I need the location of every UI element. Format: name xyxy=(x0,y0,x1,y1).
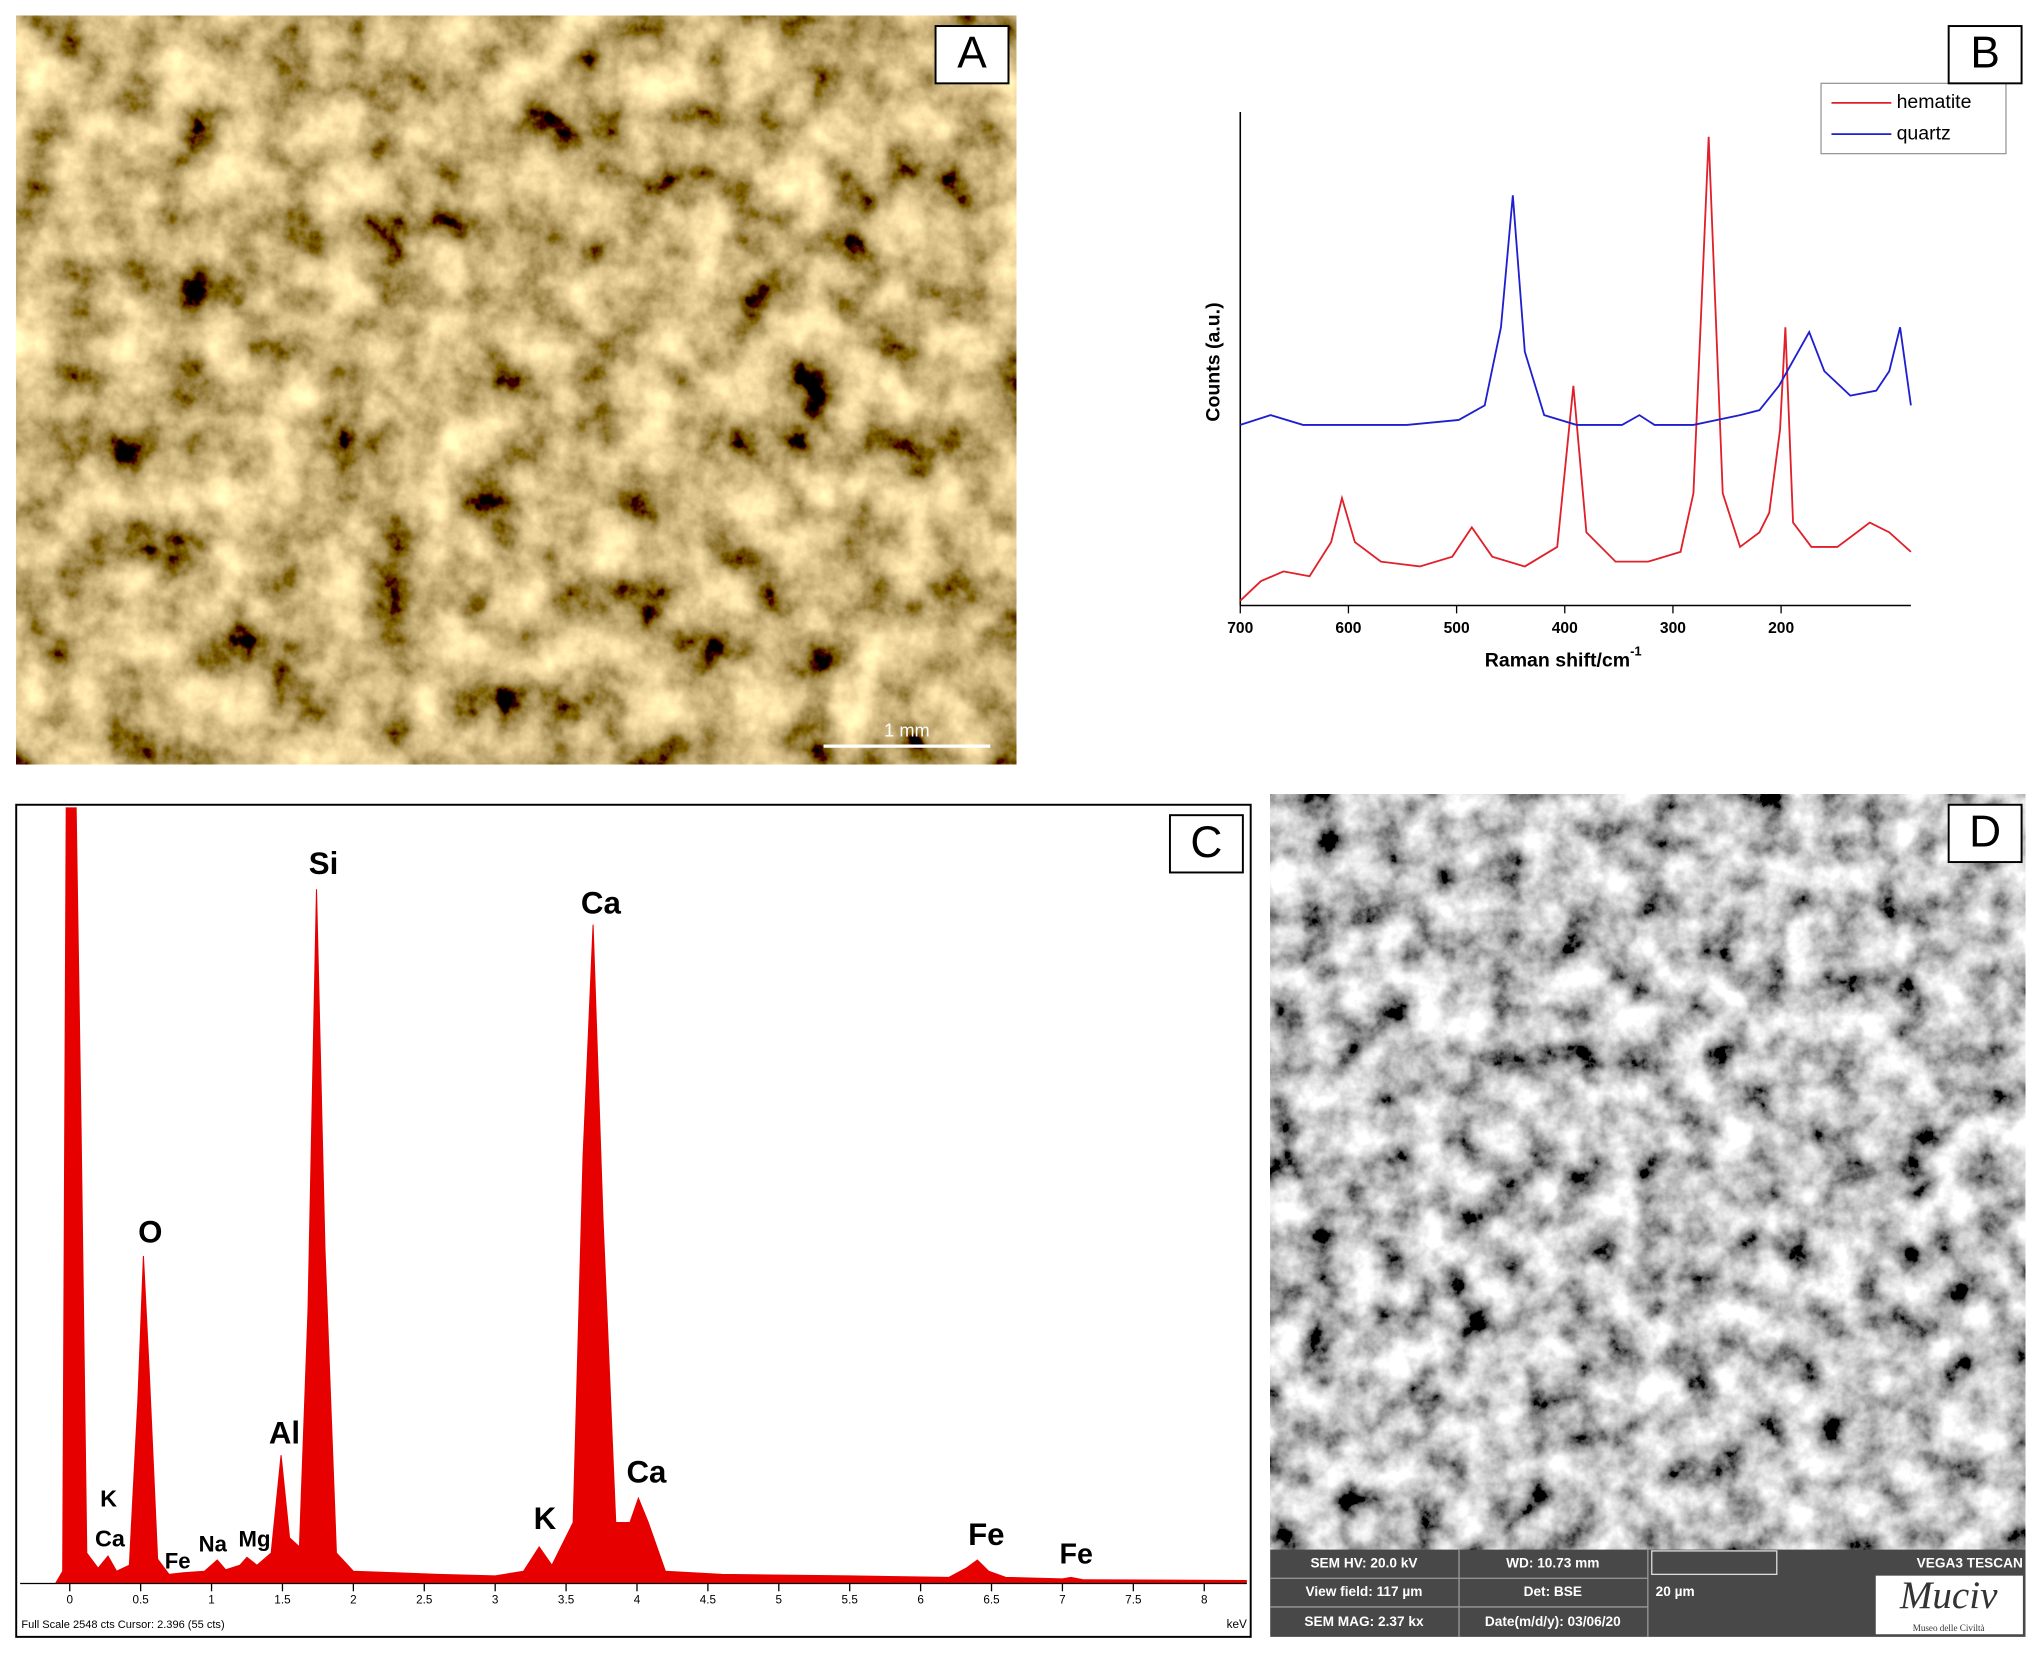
sem-mag: SEM MAG: 2.37 kx xyxy=(1304,1614,1424,1629)
x-tick-label: 6 xyxy=(917,1593,924,1606)
x-tick-label: 4.5 xyxy=(700,1593,717,1606)
x-tick-label: 0 xyxy=(66,1593,73,1606)
x-tick-label: 5.5 xyxy=(842,1593,859,1606)
peak-label: Al xyxy=(269,1415,300,1450)
x-tick-label: 5 xyxy=(776,1593,783,1606)
logo-subtitle: Museo delle Civiltà xyxy=(1913,1623,1985,1633)
x-tick-label: 4 xyxy=(634,1593,641,1606)
peak-label: Fe xyxy=(968,1517,1004,1552)
sem-scale-box xyxy=(1651,1550,1778,1576)
eds-frame xyxy=(15,803,1252,1638)
panel-label: B xyxy=(1970,29,2000,78)
x-tick-label: 500 xyxy=(1444,620,1470,637)
spectrum-area xyxy=(54,807,1247,1584)
logo: Muciv xyxy=(1899,1574,1998,1617)
panel-label-box xyxy=(934,25,1010,85)
sem-instrument: VEGA3 TESCAN xyxy=(1917,1556,2023,1571)
sem-hv: SEM HV: 20.0 kV xyxy=(1310,1556,1418,1571)
footer: Full Scale 2548 cts Cursor: 2.396 (55 ct… xyxy=(21,1619,224,1631)
x-tick-label: 1.5 xyxy=(274,1593,291,1606)
peak-label: O xyxy=(138,1215,162,1250)
peak-label: Ca xyxy=(95,1526,126,1552)
x-axis-label-text: Raman shift/cm xyxy=(1485,650,1630,672)
x-tick-label: 1 xyxy=(208,1593,215,1606)
x-unit: keV xyxy=(1227,1618,1247,1631)
x-tick-label: 2 xyxy=(350,1593,357,1606)
peak-label: Na xyxy=(199,1532,228,1557)
legend-label: hematite xyxy=(1897,91,1972,113)
sem-date: Date(m/d/y): 03/06/20 xyxy=(1485,1614,1621,1629)
x-tick-label: 3 xyxy=(492,1593,499,1606)
sem-texture xyxy=(1270,794,2026,1550)
peak-label: Fe xyxy=(165,1548,191,1573)
sem-wd: WD: 10.73 mm xyxy=(1506,1556,1599,1571)
peak-label: Ca xyxy=(626,1454,667,1489)
legend-box xyxy=(1820,82,2007,155)
spectrum-line xyxy=(1239,195,1912,426)
panel-label-box xyxy=(1947,803,2023,864)
sem-view-field: View field: 117 µm xyxy=(1306,1584,1423,1599)
x-axis-label-sup: -1 xyxy=(1630,644,1642,659)
x-tick-label: 7.5 xyxy=(1125,1593,1142,1606)
raman-chart: 700 600 500 400 300 200 hematite quartz xyxy=(1227,82,2007,637)
scale-bar-label: 1 mm xyxy=(884,720,930,741)
x-tick-label: 200 xyxy=(1768,620,1794,637)
x-tick-label: 2.5 xyxy=(416,1593,433,1606)
panel-label-box xyxy=(1168,814,1244,874)
panel-label: D xyxy=(1969,807,2001,856)
x-axis-label: Raman shift/cm-1 xyxy=(1485,644,1642,672)
peak-label: K xyxy=(100,1485,117,1511)
x-tick-label: 7 xyxy=(1059,1593,1066,1606)
peak-label: K xyxy=(534,1501,557,1536)
sem-detector: Det: BSE xyxy=(1524,1584,1582,1599)
micrograph-texture xyxy=(16,15,1017,765)
peak-label: Si xyxy=(309,846,339,881)
x-tick-label: 3.5 xyxy=(558,1593,575,1606)
x-tick-label: 400 xyxy=(1552,620,1578,637)
logo-box xyxy=(1875,1575,2023,1635)
spectrum-line xyxy=(1239,136,1912,602)
sem-scale: 20 µm xyxy=(1656,1584,1695,1599)
x-tick-label: 300 xyxy=(1660,620,1686,637)
x-tick-label: 6.5 xyxy=(983,1593,1000,1606)
legend-label: quartz xyxy=(1897,122,1951,144)
panel-label-box xyxy=(1947,25,2023,85)
panel-label: A xyxy=(957,29,987,78)
x-tick-label: 600 xyxy=(1335,620,1361,637)
peak-label: Mg xyxy=(239,1526,271,1551)
x-tick-label: 0.5 xyxy=(133,1593,150,1606)
eds-chart: 0 0.5 1 1.5 2 2.5 3 3.5 4 4.5 5 5.5 6 6.5 7 7.5 8 keV Full… xyxy=(20,807,1247,1631)
y-axis-label: Counts (a.u.) xyxy=(1202,302,1224,421)
peak-label: Ca xyxy=(581,885,622,920)
sem-info-grid xyxy=(1270,1549,1649,1637)
x-tick-label: 8 xyxy=(1201,1593,1208,1606)
peak-label: Fe xyxy=(1059,1539,1092,1571)
x-tick-label: 700 xyxy=(1227,620,1253,637)
panel-label: C xyxy=(1190,818,1222,867)
